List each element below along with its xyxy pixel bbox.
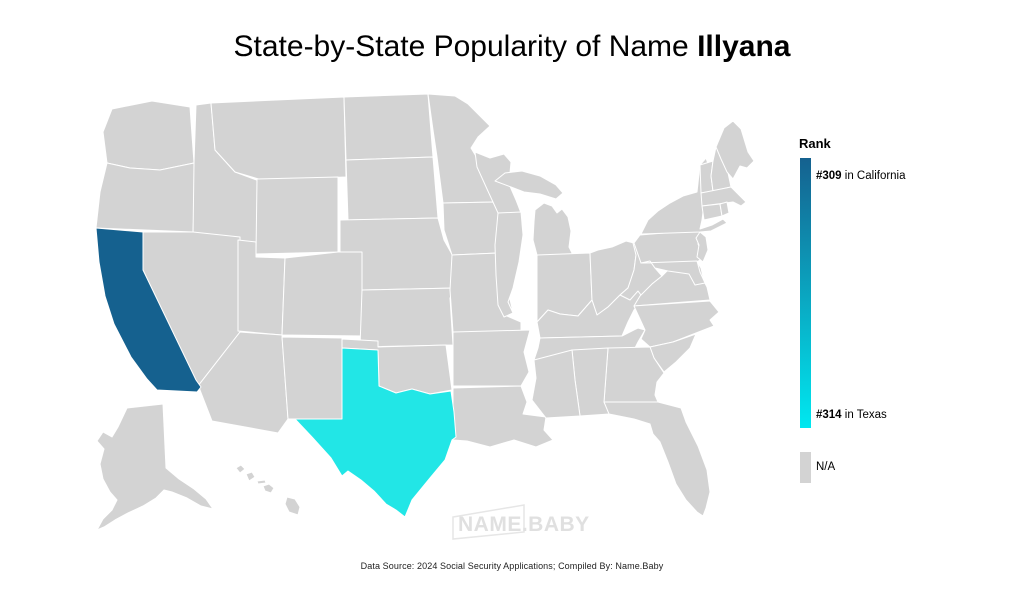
state-ak [96,403,214,531]
state-or [95,162,197,233]
state-co [281,251,365,337]
state-sd [345,156,439,221]
state-nj [695,231,709,263]
state-ar [452,329,531,387]
state-ks [359,287,457,348]
state-pa [633,229,705,264]
watermark-group: NAME.BABY [452,504,590,540]
data-source-note: Data Source: 2024 Social Security Applic… [360,561,664,571]
watermark-logo: NAME.BABY [458,513,590,536]
state-il [494,211,524,318]
state-hi [235,464,301,516]
state-la [452,385,554,448]
state-ri [719,201,730,217]
state-nc [633,300,720,348]
watermark-frame [452,504,525,540]
title-prefix: State-by-State Popularity of Name [233,30,698,63]
state-tx [294,347,457,518]
state-md [640,260,706,286]
state-mi [494,170,574,256]
page-title: State-by-State Popularity of Name Illyan… [0,30,1024,64]
state-fl [603,401,711,517]
state-ms [531,349,581,419]
title-name: Illyana [697,30,791,63]
state-ct [701,203,723,221]
state-me [715,120,755,180]
state-wa [102,100,195,171]
state-nm [281,336,343,420]
states-group [95,93,755,531]
state-ca [95,227,202,393]
state-mt [210,96,347,181]
state-nd [343,93,434,161]
state-wy [255,176,339,255]
